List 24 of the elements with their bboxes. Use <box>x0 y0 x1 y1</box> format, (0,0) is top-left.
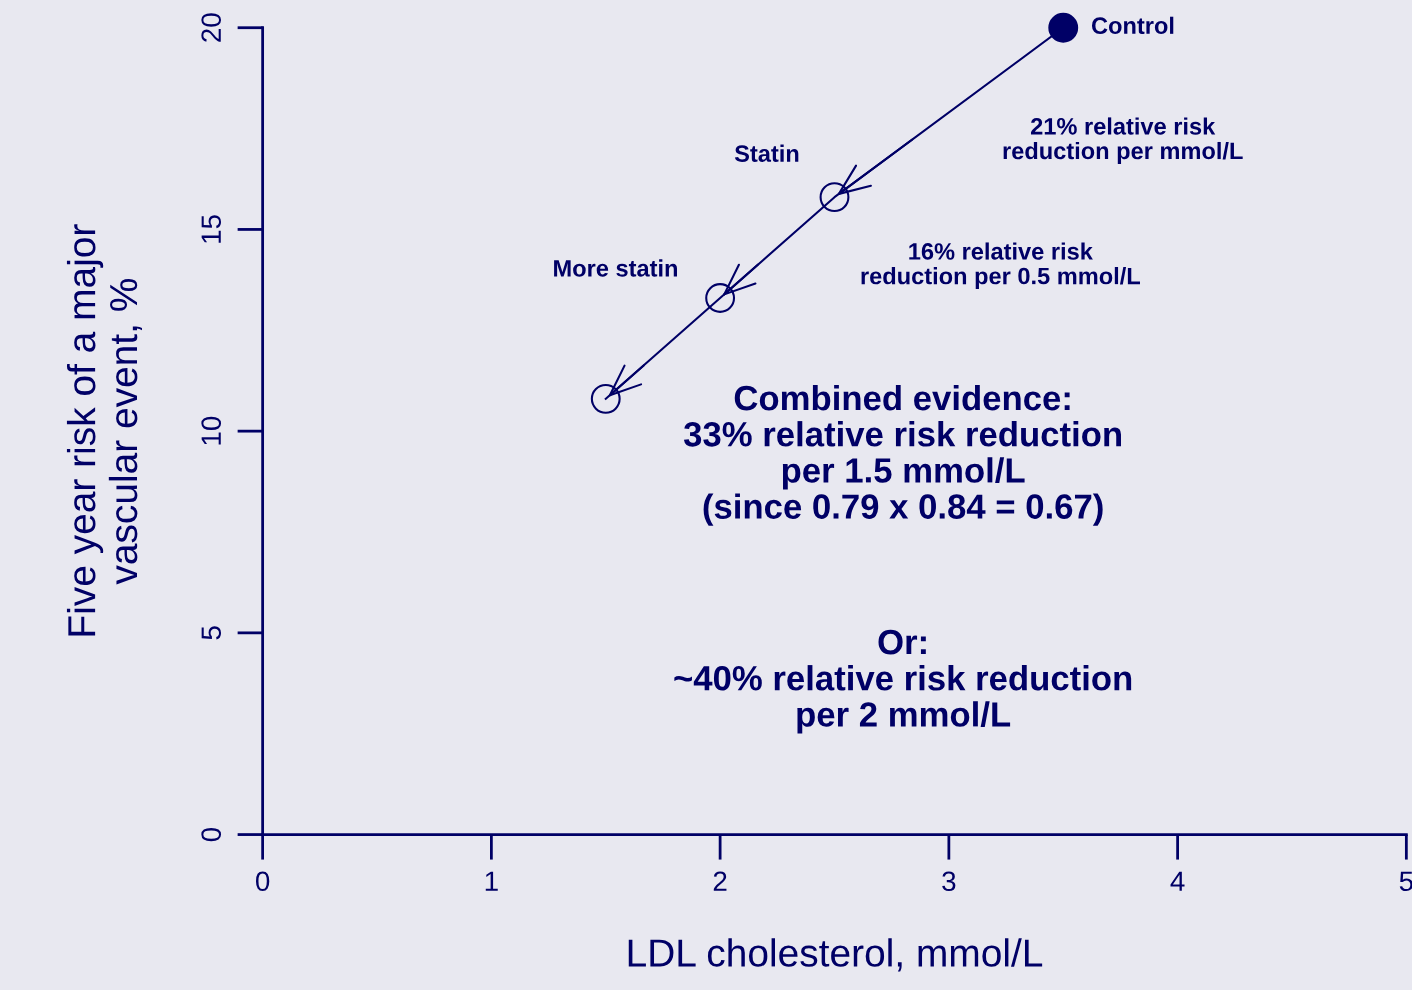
y-tick-label: 5 <box>201 626 222 640</box>
annotation: Statin <box>734 144 799 162</box>
y-tick-label: 10 <box>201 416 222 445</box>
point <box>705 283 736 313</box>
x-tick-label: 0 <box>255 871 270 892</box>
y-tick-label: 15 <box>201 215 222 243</box>
annotation: 21% relative risk reduction per mmol/L <box>1003 117 1243 164</box>
annotation: Combined evidence: 33% relative risk reduction per 1.5 mmol/L (since 0.79 x 0.84 = 0.67) <box>683 384 1121 526</box>
point <box>819 182 850 213</box>
y-tick-label: 20 <box>201 13 222 42</box>
point <box>590 383 621 414</box>
x-tick-label: 4 <box>1170 871 1185 891</box>
annotation: 16% relative risk reduction per 0.5 mmol/L <box>861 242 1140 290</box>
annotation: Control <box>1091 16 1174 35</box>
annotation: More statin <box>554 259 677 277</box>
y-axis-title: Five year risk of a major vascular event, % <box>66 224 142 636</box>
x-tick-label: 1 <box>485 871 498 891</box>
point <box>1048 12 1079 43</box>
x-tick-label: 3 <box>942 871 956 892</box>
x-tick-label: 5 <box>1399 871 1412 892</box>
x-axis-title: LDL cholesterol, mmol/L <box>628 938 1043 972</box>
annotation: Or: ~40% relative risk reduction per 2 mmol/L <box>674 629 1132 734</box>
x-tick-label: 2 <box>713 871 727 891</box>
y-tick-label: 0 <box>201 827 222 842</box>
